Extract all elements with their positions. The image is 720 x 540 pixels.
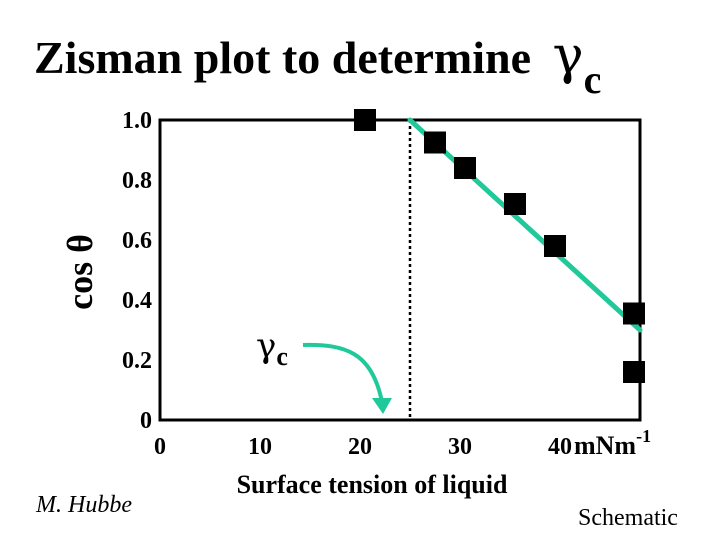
annotation-arrowhead xyxy=(372,398,392,414)
data-point xyxy=(354,109,376,131)
data-point xyxy=(623,302,645,325)
y-tick-label: 0.4 xyxy=(122,288,152,314)
x-tick-label: 40 xyxy=(548,434,572,460)
title-gamma: γ xyxy=(552,26,584,86)
data-point xyxy=(544,235,566,257)
y-tick-label: 0.2 xyxy=(122,348,152,374)
y-tick-label: 1.0 xyxy=(122,108,152,134)
x-unit-text: mNm xyxy=(574,431,636,460)
schematic-note: Schematic xyxy=(578,505,678,531)
title-text: Zisman plot to determine xyxy=(34,32,543,83)
y-tick-label: 0.6 xyxy=(122,228,152,254)
data-point xyxy=(504,193,526,215)
x-tick-label: 30 xyxy=(448,434,472,460)
data-point xyxy=(623,361,645,383)
data-points xyxy=(354,109,645,383)
annotation-subscript: c xyxy=(276,342,288,371)
plot-area xyxy=(158,118,642,422)
x-tick-labels: 0 10 20 30 40 xyxy=(154,434,572,460)
fit-line xyxy=(407,117,643,333)
x-unit-exponent: -1 xyxy=(636,426,651,446)
data-point xyxy=(454,157,476,179)
title-subscript: c xyxy=(583,57,602,102)
x-unit: mNm-1 xyxy=(574,426,651,460)
y-tick-label: 0.8 xyxy=(122,168,152,194)
annotation-arrow xyxy=(302,342,384,403)
author-credit: M. Hubbe xyxy=(36,492,132,518)
y-tick-label: 0 xyxy=(140,408,152,434)
x-axis-label: Surface tension of liquid xyxy=(237,470,508,499)
gamma-c-annotation: γc xyxy=(256,326,288,371)
y-tick-labels: 0 0.2 0.4 0.6 0.8 1.0 xyxy=(122,108,152,434)
x-tick-label: 20 xyxy=(348,434,372,460)
x-tick-label: 0 xyxy=(154,434,166,460)
x-tick-label: 10 xyxy=(248,434,272,460)
chart-title: Zisman plot to determine γc xyxy=(34,30,601,100)
data-point xyxy=(424,131,446,154)
y-axis-label: cos θ xyxy=(60,234,100,310)
annotation-gamma: γ xyxy=(256,326,276,366)
